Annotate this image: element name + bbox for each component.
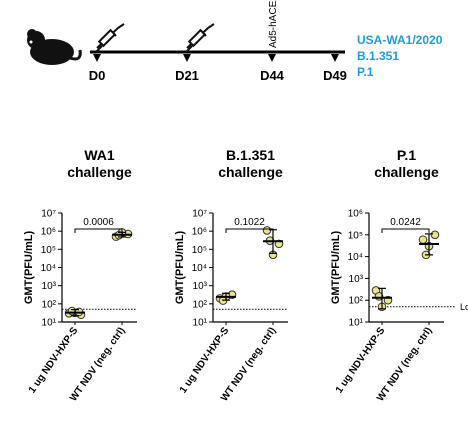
chart-title: challenge	[218, 164, 283, 180]
y-tick-label: 10⁴	[348, 252, 363, 263]
data-point	[419, 236, 427, 244]
y-tick-label: 10³	[349, 274, 364, 285]
y-axis-label: GMT(PFU/mL)	[23, 231, 35, 305]
p-value: 0.0242	[390, 217, 421, 228]
significance-bracket	[75, 229, 122, 233]
y-tick-label: 10⁵	[41, 245, 56, 256]
chart-title: challenge	[67, 164, 132, 180]
y-tick-label: 10⁷	[192, 209, 207, 220]
x-tick-label: 1 ug NDV-HXP-S	[334, 325, 388, 395]
y-tick-label: 10¹	[349, 318, 364, 329]
y-tick-label: 10⁶	[41, 227, 56, 238]
page: {"timeline": {"days": ["D0", "D21", "D44…	[0, 0, 468, 426]
y-tick-label: 10¹	[193, 318, 208, 329]
data-point	[431, 231, 439, 239]
chart-title: WA1	[84, 147, 115, 163]
day-label: D44	[260, 68, 285, 83]
significance-bracket	[382, 229, 429, 233]
chart-title: B.1.351	[226, 147, 275, 163]
y-tick-label: 10³	[193, 281, 208, 292]
day-label: D49	[323, 68, 347, 83]
y-axis-label: GMT(PFU/mL)	[330, 231, 342, 305]
x-tick-label: WT NDV (neg. ctrl)	[219, 325, 278, 403]
y-tick-label: 10⁵	[192, 245, 207, 256]
lod-label: LoD	[460, 302, 468, 312]
mouse-icon	[27, 29, 80, 65]
boost-label: Ad5-hACE2	[268, 0, 279, 48]
y-tick-label: 10⁴	[192, 263, 207, 274]
y-tick-label: 10⁷	[41, 209, 56, 220]
y-tick-label: 10¹	[42, 318, 57, 329]
y-tick-label: 10³	[42, 281, 57, 292]
y-axis-label: GMT(PFU/mL)	[174, 231, 186, 305]
y-tick-label: 10⁵	[348, 230, 363, 241]
day-label: D21	[175, 68, 199, 83]
y-tick-label: 10²	[42, 299, 57, 310]
arrow	[93, 54, 339, 62]
y-tick-label: 10²	[193, 299, 208, 310]
y-tick-label: 10⁶	[192, 227, 207, 238]
y-tick-label: 10²	[349, 296, 364, 307]
syringe-icon	[186, 24, 214, 52]
strain-label: USA-WA1/2020	[357, 33, 443, 47]
y-tick-label: 10⁶	[348, 209, 363, 220]
p-value: 0.1022	[234, 217, 265, 228]
chart-title: P.1	[397, 147, 416, 163]
p-value: 0.0006	[83, 217, 114, 228]
syringe-icon	[96, 24, 124, 52]
y-tick-label: 10⁴	[41, 263, 56, 274]
x-tick-label: WT NDV (neg. ctrl)	[375, 325, 434, 403]
strain-label: P.1	[357, 65, 374, 79]
chart-title: challenge	[374, 164, 439, 180]
day-label: D0	[89, 68, 106, 83]
x-tick-label: 1 ug NDV-HXP-S	[178, 325, 232, 395]
x-tick-label: WT NDV (neg. ctrl)	[68, 325, 127, 403]
figure: D0 D21 D44 D49 Ad5-hACE2 USA-WA1/2020 B.…	[0, 0, 468, 426]
strain-label: B.1.351	[357, 49, 399, 63]
x-tick-label: 1 ug NDV-HXP-S	[27, 325, 81, 395]
